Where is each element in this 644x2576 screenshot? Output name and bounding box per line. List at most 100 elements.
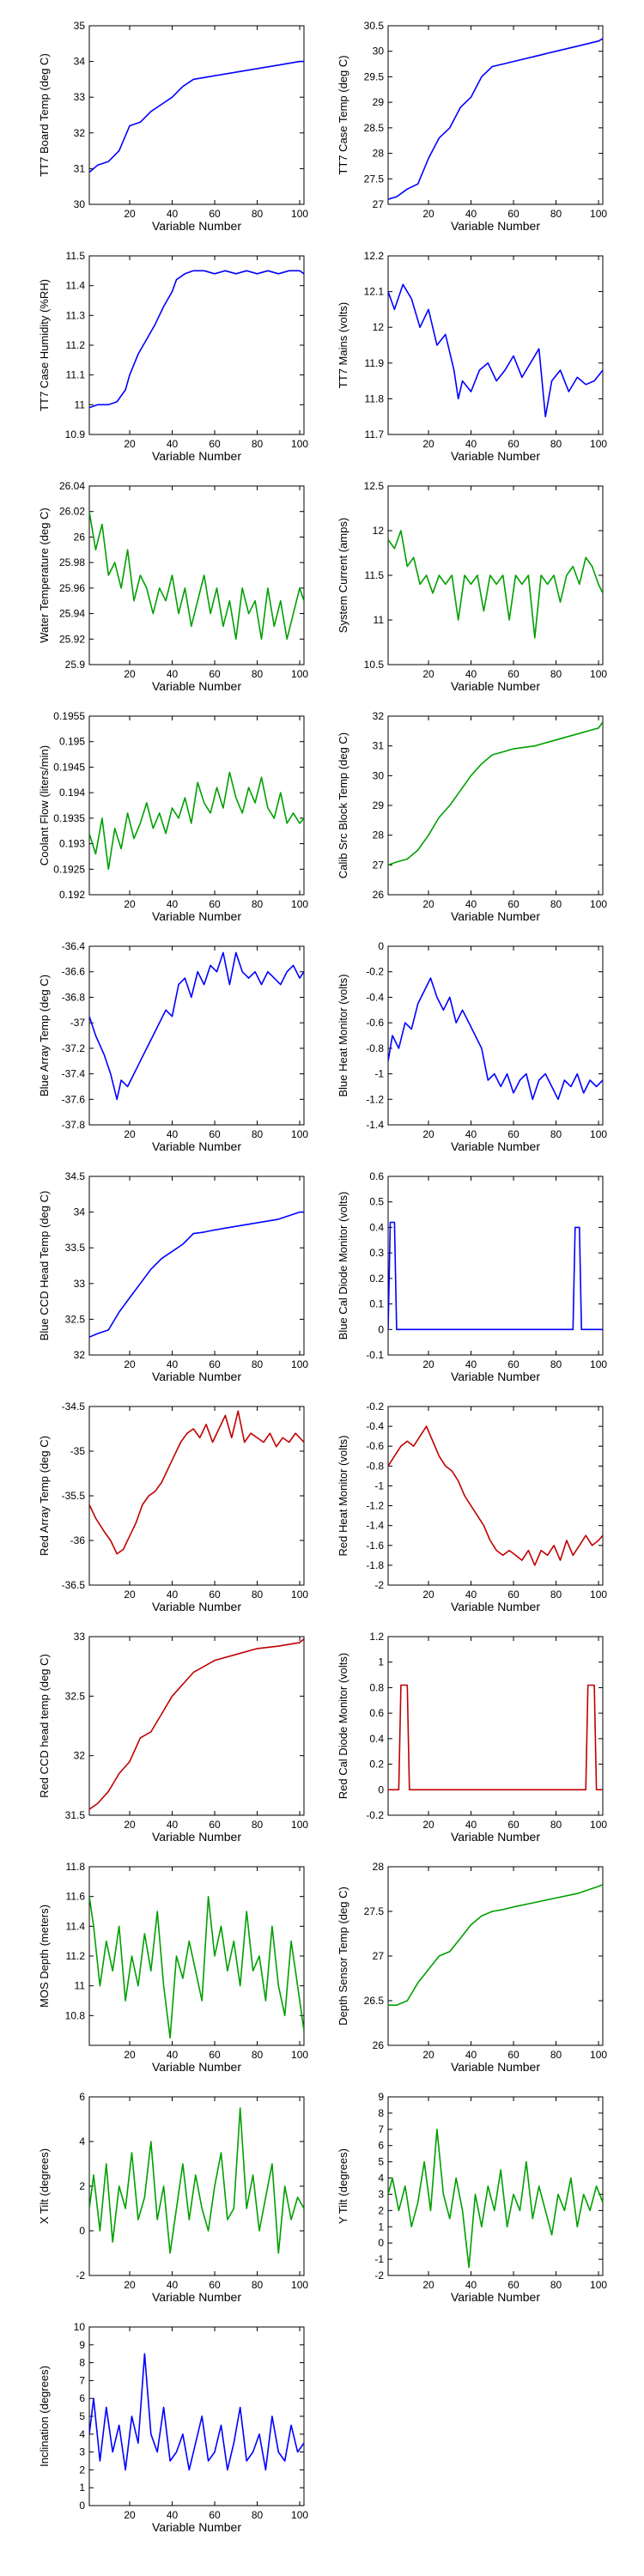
y-tick-label: -1	[374, 2253, 384, 2265]
y-tick-label: 11.4	[66, 1920, 86, 1932]
y-tick-label: 11.2	[66, 1950, 86, 1962]
y-tick-label: -2	[374, 2269, 384, 2281]
series-line-1	[89, 2107, 304, 2254]
y-axis-label: Blue Heat Monitor (volts)	[337, 974, 349, 1097]
y-axis-label: Red CCD head temp (deg C)	[38, 1654, 51, 1798]
x-tick-label: 100	[590, 898, 607, 910]
x-tick-label: 40	[465, 208, 477, 220]
series-line-1	[89, 270, 304, 409]
series-line-1	[388, 721, 603, 866]
y-axis-label: Red Heat Monitor (volts)	[337, 1436, 349, 1557]
series-line-1	[388, 1684, 603, 1791]
y-tick-label: 11.8	[66, 1861, 86, 1873]
plot-frame	[387, 945, 604, 1126]
y-tick-label: -35.5	[62, 1490, 86, 1502]
x-tick-label: 60	[507, 2279, 519, 2291]
y-tick-label: 6	[79, 2091, 85, 2103]
x-tick-label: 20	[124, 1128, 136, 1140]
x-tick-label: 60	[507, 1819, 519, 1831]
x-tick-label: 100	[590, 2049, 607, 2061]
x-tick-label: 60	[507, 898, 519, 910]
y-axis-label: Coolant Flow (liters/min)	[38, 745, 51, 866]
x-tick-label: 100	[590, 438, 607, 450]
x-tick-label: 40	[167, 1819, 179, 1831]
y-tick-label: 8	[79, 2357, 85, 2369]
y-tick-label: 10.5	[364, 659, 385, 671]
x-tick-label: 100	[291, 1589, 308, 1601]
y-axis-label: TT7 Mains (volts)	[337, 302, 349, 388]
x-tick-label: 40	[465, 1358, 477, 1370]
y-tick-label: 0.1925	[53, 863, 85, 875]
y-tick-label: 32	[74, 127, 86, 139]
x-axis-label: Variable Number	[451, 1370, 540, 1383]
y-tick-label: 30	[373, 46, 385, 58]
y-tick-label: 0.1935	[53, 812, 85, 824]
y-axis-label: MOS Depth (meters)	[38, 1905, 51, 2008]
x-tick-label: 20	[422, 1819, 434, 1831]
y-tick-label: 26	[74, 531, 86, 543]
y-tick-label: -0.4	[366, 991, 384, 1003]
plot-frame	[88, 485, 305, 665]
y-tick-label: 25.96	[59, 582, 85, 594]
y-axis-label: Red Array Temp (deg C)	[38, 1436, 51, 1556]
chart-panel-15: 31.5 32 32.5 33 20 40 60 80 100 Variable Number Re…	[38, 1631, 308, 1844]
y-tick-label: 28	[373, 829, 385, 841]
y-tick-label: 0.6	[369, 1170, 384, 1182]
chart-panel-12: -0.1 0 0.1 0.2 0.3 0.4 0.5 0.6 20 40 60 80 100 Variab…	[337, 1170, 607, 1383]
x-tick-label: 40	[465, 1128, 477, 1140]
series-line-1	[89, 60, 304, 173]
x-tick-label: 60	[507, 1128, 519, 1140]
y-tick-label: 0	[378, 940, 384, 952]
chart-panel-21: 0 1 2 3 4 5 6 7 8 9 10 20 40 60 80 100 Variable Number In…	[38, 2321, 308, 2534]
y-axis-label: Red Cal Diode Monitor (volts)	[337, 1653, 349, 1800]
x-tick-label: 100	[291, 1819, 308, 1831]
y-tick-label: 33	[74, 1631, 86, 1643]
x-tick-label: 20	[422, 898, 434, 910]
y-tick-label: -1.8	[366, 1559, 384, 1571]
x-axis-label: Variable Number	[152, 2060, 241, 2074]
y-tick-label: 27	[373, 1950, 385, 1962]
y-tick-label: -34.5	[62, 1400, 86, 1413]
x-tick-label: 100	[291, 208, 308, 220]
y-tick-label: 31.5	[65, 1809, 86, 1821]
x-tick-label: 20	[422, 438, 434, 450]
chart-panel-4: 11.7 11.8 11.9 12 12.1 12.2 20 40 60 80 100 Variabl…	[337, 250, 607, 463]
y-tick-label: 11.5	[365, 569, 385, 581]
y-tick-label: 6	[79, 2392, 85, 2404]
x-tick-label: 60	[209, 898, 221, 910]
y-tick-label: 11.1	[66, 369, 86, 381]
x-tick-label: 80	[550, 438, 562, 450]
y-tick-label: 25.9	[65, 659, 86, 671]
y-tick-label: 26	[373, 2039, 385, 2051]
x-tick-label: 40	[465, 2279, 477, 2291]
series-line-1	[388, 1425, 603, 1566]
y-axis-label: Depth Sensor Temp (deg C)	[337, 1886, 349, 2026]
y-tick-label: -1.6	[366, 1540, 384, 1552]
x-tick-label: 20	[124, 2049, 136, 2061]
y-axis-label: Calib Src Block Temp (deg C)	[337, 732, 349, 878]
x-tick-label: 100	[590, 208, 607, 220]
y-tick-label: 11	[75, 1980, 86, 1992]
y-tick-label: -0.2	[366, 966, 384, 978]
y-tick-label: 9	[378, 2091, 384, 2103]
x-tick-label: 100	[291, 1128, 308, 1140]
x-axis-label: Variable Number	[451, 449, 540, 463]
x-axis-label: Variable Number	[451, 1139, 540, 1153]
x-axis-label: Variable Number	[152, 909, 241, 923]
x-tick-label: 80	[252, 668, 264, 680]
x-tick-label: 100	[590, 1128, 607, 1140]
y-tick-label: -1.2	[366, 1500, 384, 1512]
x-tick-label: 40	[465, 1819, 477, 1831]
plot-frame	[387, 1406, 604, 1586]
y-tick-label: 26.04	[59, 480, 85, 492]
x-tick-label: 100	[291, 898, 308, 910]
x-tick-label: 20	[124, 668, 136, 680]
x-tick-label: 20	[124, 438, 136, 450]
x-tick-label: 20	[422, 2049, 434, 2061]
y-tick-label: 11.9	[365, 357, 385, 369]
x-tick-label: 60	[209, 1128, 221, 1140]
y-tick-label: 11.5	[66, 250, 86, 262]
y-tick-label: 28	[373, 148, 385, 160]
chart-panel-9: -37.8 -37.6 -37.4 -37.2 -37 -36.8 -36.6 -36.4 20…	[38, 940, 308, 1153]
y-tick-label: 0	[378, 2237, 384, 2249]
